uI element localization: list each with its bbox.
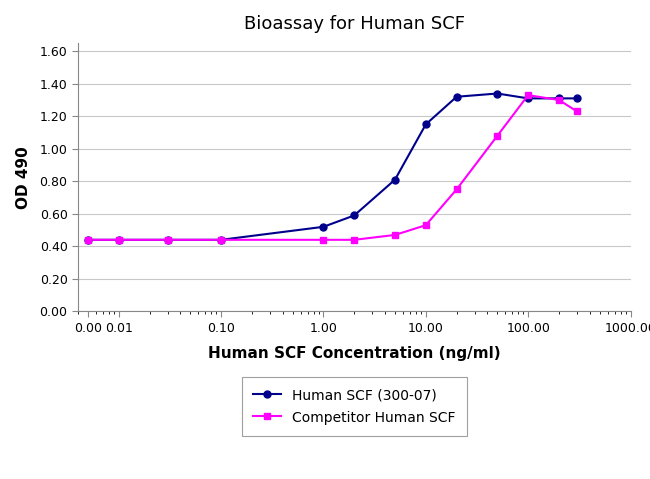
Title: Bioassay for Human SCF: Bioassay for Human SCF [244, 15, 465, 33]
Competitor Human SCF [555, 97, 563, 103]
Competitor Human SCF [452, 186, 460, 192]
Human SCF (300-07) [525, 95, 532, 101]
Y-axis label: OD 490: OD 490 [16, 146, 31, 209]
Human SCF (300-07) [84, 237, 92, 243]
Human SCF (300-07) [115, 237, 123, 243]
Human SCF (300-07) [573, 95, 581, 101]
Competitor Human SCF [525, 92, 532, 98]
Competitor Human SCF [164, 237, 172, 243]
Human SCF (300-07) [350, 213, 358, 218]
Competitor Human SCF [350, 237, 358, 243]
Line: Competitor Human SCF: Competitor Human SCF [84, 91, 580, 243]
Competitor Human SCF [115, 237, 123, 243]
Human SCF (300-07) [217, 237, 225, 243]
Human SCF (300-07) [391, 177, 399, 182]
Competitor Human SCF [320, 237, 328, 243]
Legend: Human SCF (300-07), Competitor Human SCF: Human SCF (300-07), Competitor Human SCF [242, 377, 467, 436]
Human SCF (300-07) [493, 91, 501, 96]
Line: Human SCF (300-07): Human SCF (300-07) [84, 90, 580, 243]
Competitor Human SCF [84, 237, 92, 243]
Human SCF (300-07) [422, 122, 430, 127]
Competitor Human SCF [217, 237, 225, 243]
Competitor Human SCF [422, 222, 430, 228]
Human SCF (300-07) [555, 95, 563, 101]
Human SCF (300-07) [164, 237, 172, 243]
Competitor Human SCF [573, 109, 581, 114]
X-axis label: Human SCF Concentration (ng/ml): Human SCF Concentration (ng/ml) [208, 346, 500, 361]
Human SCF (300-07) [452, 94, 460, 100]
Human SCF (300-07) [320, 224, 328, 230]
Competitor Human SCF [493, 133, 501, 138]
Competitor Human SCF [391, 232, 399, 238]
